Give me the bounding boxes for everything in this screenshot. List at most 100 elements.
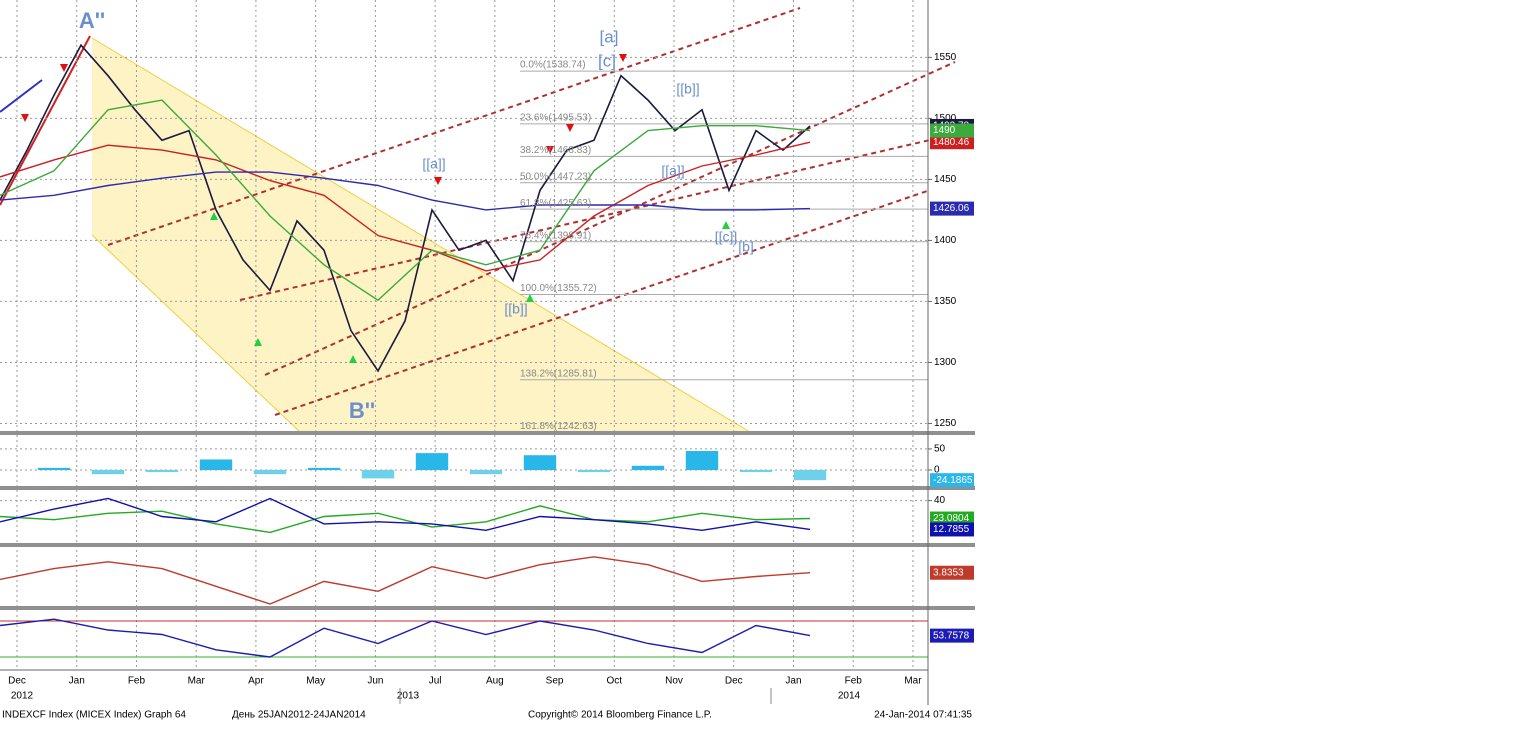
bar — [199, 459, 233, 470]
separators — [0, 431, 975, 610]
x-year-label: 2014 — [838, 691, 861, 702]
fib-label: 50.0%(1447.23) — [520, 171, 591, 182]
x-tick-label: Feb — [845, 676, 863, 687]
series-line — [0, 141, 811, 272]
fib-label: 38.2%(1468.83) — [520, 145, 591, 156]
marker — [566, 124, 574, 132]
wave-label: [b] — [738, 239, 754, 255]
marker — [434, 177, 442, 185]
series-line — [0, 556, 811, 605]
x-tick-label: Aug — [486, 676, 504, 687]
value-box-label: 3.8353 — [933, 567, 964, 578]
bar — [37, 467, 71, 470]
x-year-label: 2012 — [11, 691, 34, 702]
x-tick-label: Jan — [785, 676, 801, 687]
wave-label: [c] — [598, 51, 616, 70]
fib-label: 76.4%(1398.91) — [520, 230, 591, 241]
bar — [793, 469, 827, 481]
series-line — [0, 99, 811, 302]
series-line — [0, 505, 811, 534]
x-tick-label: Dec — [8, 676, 26, 687]
x-tick-label: Oct — [607, 676, 623, 687]
trend-line — [107, 7, 801, 246]
fib-label: 0.0%(1538.74) — [520, 60, 586, 71]
series-line — [0, 43, 811, 373]
fib-label: 161.8%(1242.63) — [520, 421, 597, 432]
bar — [415, 453, 449, 470]
channel-line — [91, 37, 751, 433]
bar — [253, 469, 287, 475]
wave-label: [[b]] — [676, 81, 699, 97]
bar — [307, 467, 341, 470]
wave-label: [a] — [600, 27, 619, 46]
y-tick-label: 1500 — [934, 113, 957, 124]
y-tick-label: 1350 — [934, 296, 957, 307]
marker — [210, 212, 218, 220]
value-box — [930, 511, 974, 526]
marker — [349, 355, 357, 363]
wave-line — [0, 35, 91, 206]
x-tick-label: Apr — [248, 676, 264, 687]
x-tick-label: Jul — [429, 676, 442, 687]
marker — [546, 146, 554, 154]
sell-markers — [21, 54, 627, 185]
x-tick-label: Dec — [725, 676, 743, 687]
footer-timestamp: 24-Jan-2014 07:41:35 — [874, 710, 972, 721]
wave-label: [[a]] — [661, 163, 684, 179]
y-tick-label: 1250 — [934, 418, 957, 429]
bar — [145, 469, 179, 473]
y-tick-label: 1550 — [934, 52, 957, 63]
y-tick-label: 50 — [934, 444, 946, 455]
footer-security: INDEXCF Index (MICEX Index) Graph 64 — [2, 710, 186, 721]
value-box-label: 53.7578 — [933, 630, 970, 641]
trend-line — [274, 189, 931, 416]
x-tick-label: Jan — [69, 676, 85, 687]
footer-copyright: Copyright© 2014 Bloomberg Finance L.P. — [528, 710, 712, 721]
channel-line — [91, 234, 301, 433]
bar — [523, 455, 557, 470]
marker — [722, 221, 730, 229]
x-tick-label: Jun — [367, 676, 383, 687]
wave-label: A'' — [79, 8, 105, 33]
x-tick-label: Nov — [665, 676, 683, 687]
x-tick-label: Mar — [904, 676, 922, 687]
series-line — [0, 497, 811, 532]
value-box — [930, 628, 974, 643]
x-tick-label: May — [306, 676, 325, 687]
value-box — [930, 565, 974, 580]
wave-label: [[b]] — [504, 301, 527, 317]
x-tick-label: Mar — [188, 676, 206, 687]
value-box-label: 1426.06 — [933, 203, 970, 214]
fib-label: 23.6%(1495.53) — [520, 112, 591, 123]
value-box — [930, 522, 974, 537]
wave-label: [[c]] — [715, 229, 738, 245]
marker — [526, 294, 534, 302]
marker — [60, 64, 68, 72]
wave-line — [0, 79, 43, 113]
value-box-label: 1480.46 — [933, 137, 970, 148]
bar — [739, 469, 773, 473]
marker — [21, 114, 29, 122]
y-tick-label: 40 — [934, 495, 946, 506]
separator — [0, 606, 975, 610]
plots — [0, 0, 928, 670]
separator — [0, 486, 975, 490]
value-box-label: 12.7855 — [933, 524, 970, 535]
wave-label: B'' — [349, 398, 375, 423]
y-tick-label: 1400 — [934, 235, 957, 246]
trend-line — [239, 139, 931, 301]
bar — [685, 451, 719, 470]
value-box-label: 23.0804 — [933, 513, 970, 524]
separator — [0, 431, 975, 435]
separator — [0, 543, 975, 547]
value-box — [930, 201, 974, 216]
buy-markers — [210, 212, 730, 363]
y-tick-label: 0 — [934, 465, 940, 476]
bar — [91, 469, 125, 475]
footer-range: День 25JAN2012-24JAN2014 — [232, 710, 366, 721]
value-box-label: 1490 — [933, 125, 956, 136]
trend-lines — [107, 7, 956, 416]
